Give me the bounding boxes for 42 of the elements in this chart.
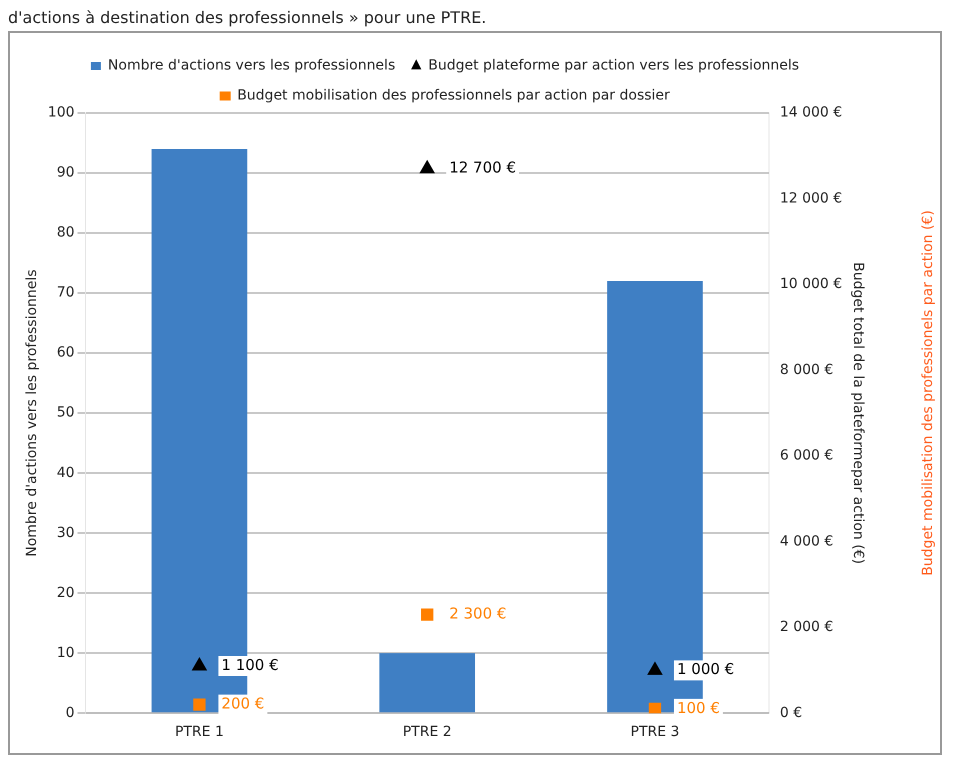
y-axis-title: Nombre d'actions vers les professionnels [24, 269, 40, 557]
y-tick-label: 90 [56, 164, 75, 181]
legend-label: Nombre d'actions vers les professionnels [108, 58, 396, 74]
y-tick-label: 10 [56, 644, 75, 661]
point [420, 160, 435, 174]
y2-axis-title: Budget total de la plateformepar action (€) [850, 262, 866, 564]
y2-tick-label: 0 € [780, 704, 802, 721]
point [192, 658, 207, 671]
text: Budget mobilisation des professionels par action (€) [920, 210, 936, 576]
point [421, 608, 434, 621]
y-tick-label: 40 [56, 464, 75, 481]
data-label: 12 700 € [449, 158, 516, 177]
y2-tick-label: 14 000 € [780, 104, 842, 121]
legend-label: Budget mobilisation des professionnels par action par dossier [237, 88, 670, 104]
y-tick-label: 60 [56, 344, 75, 361]
data-label: 200 € [221, 694, 264, 713]
y-tick-label: 20 [56, 584, 75, 601]
point [648, 662, 662, 675]
y-tick-label: 0 [66, 704, 75, 721]
y-tick-label: 100 [48, 104, 75, 121]
x-tick-label: PTRE 1 [174, 724, 224, 740]
data-label: 1 000 € [676, 660, 734, 678]
bar [379, 653, 476, 712]
y-tick-label: 50 [56, 404, 75, 421]
y2-tick-label: 4 000 € [780, 533, 834, 550]
data-label: 1 100 € [221, 656, 279, 674]
y2-tick-label: 10 000 € [780, 276, 842, 292]
x-tick-label: PTRE 2 [402, 724, 452, 740]
x-tick-label: PTRE 3 [630, 724, 680, 740]
y-tick-label: 80 [56, 224, 75, 241]
y2-tick-label: 8 000 € [780, 362, 834, 378]
data-label: 2 300 € [449, 604, 506, 622]
text: d'actions à destination des professionnels » pour une PTRE. [8, 8, 488, 27]
y2-tick-label: 6 000 € [780, 448, 834, 464]
y2-tick-label: 12 000 € [780, 190, 842, 206]
legend-label: Budget plateforme par action vers les professionnels [428, 58, 800, 74]
point [193, 698, 206, 711]
point [648, 702, 662, 714]
data-label: 100 € [676, 698, 720, 717]
y-tick-label: 70 [56, 284, 75, 301]
y2-tick-label: 2 000 € [780, 619, 834, 636]
y-tick-label: 30 [56, 524, 75, 541]
